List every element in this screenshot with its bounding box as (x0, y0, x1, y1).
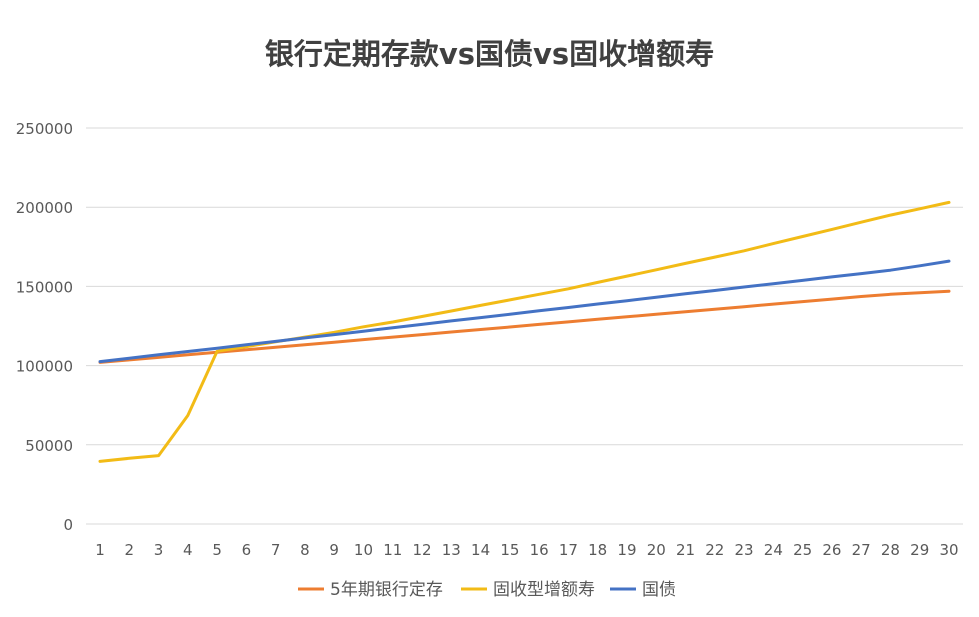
x-axis-tick-labels: 1 2 3 4 5 6 7 8 9 10 11 12 13 14 15 16 17 18 19 20 21 22 23 24 2… (95, 541, 958, 559)
x-tick-label: 13 (442, 541, 461, 559)
y-tick-label: 100000 (16, 358, 73, 376)
x-tick-label: 15 (500, 541, 519, 559)
legend-item: 国债 (610, 580, 676, 600)
x-tick-label: 2 (125, 541, 135, 559)
y-axis-tick-labels: 0 50000 100000 150000 200000 250000 (16, 120, 73, 534)
x-tick-label: 5 (212, 541, 222, 559)
x-tick-label: 11 (383, 541, 402, 559)
x-tick-label: 3 (154, 541, 164, 559)
x-tick-label: 21 (676, 541, 695, 559)
x-tick-label: 6 (242, 541, 252, 559)
legend-item: 固收型增额寿 (461, 580, 595, 600)
series-line-0 (98, 289, 951, 364)
series-line-1 (98, 200, 951, 463)
y-tick-label: 0 (63, 516, 73, 534)
x-tick-label: 14 (471, 541, 490, 559)
x-tick-label: 25 (793, 541, 812, 559)
x-tick-label: 26 (822, 541, 841, 559)
legend-item: 5年期银行定存 (298, 580, 443, 600)
x-tick-label: 27 (852, 541, 871, 559)
x-tick-label: 1 (95, 541, 105, 559)
y-tick-label: 250000 (16, 120, 73, 138)
y-tick-label: 50000 (25, 437, 73, 455)
legend: 5年期银行定存 固收型增额寿 国债 (298, 580, 676, 600)
x-tick-label: 23 (735, 541, 754, 559)
legend-label: 5年期银行定存 (330, 580, 443, 600)
x-tick-label: 7 (271, 541, 281, 559)
x-tick-label: 29 (910, 541, 929, 559)
x-tick-label: 9 (329, 541, 339, 559)
y-tick-label: 200000 (16, 199, 73, 217)
legend-label: 国债 (642, 580, 676, 600)
chart-title: 银行定期存款vs国债vs固收增额寿 (265, 37, 714, 71)
x-tick-label: 16 (530, 541, 549, 559)
x-tick-label: 20 (647, 541, 666, 559)
legend-label: 固收型增额寿 (493, 580, 595, 600)
x-tick-label: 30 (939, 541, 958, 559)
x-tick-label: 19 (617, 541, 636, 559)
x-tick-label: 28 (881, 541, 900, 559)
series-line-2 (98, 259, 951, 364)
x-tick-label: 12 (412, 541, 431, 559)
x-tick-label: 10 (354, 541, 373, 559)
x-tick-label: 17 (559, 541, 578, 559)
x-tick-label: 4 (183, 541, 193, 559)
x-tick-label: 8 (300, 541, 310, 559)
x-tick-label: 22 (705, 541, 724, 559)
x-tick-label: 18 (588, 541, 607, 559)
series-lines (98, 200, 951, 463)
gridlines (86, 127, 963, 446)
y-tick-label: 150000 (16, 278, 73, 296)
x-tick-label: 24 (764, 541, 783, 559)
